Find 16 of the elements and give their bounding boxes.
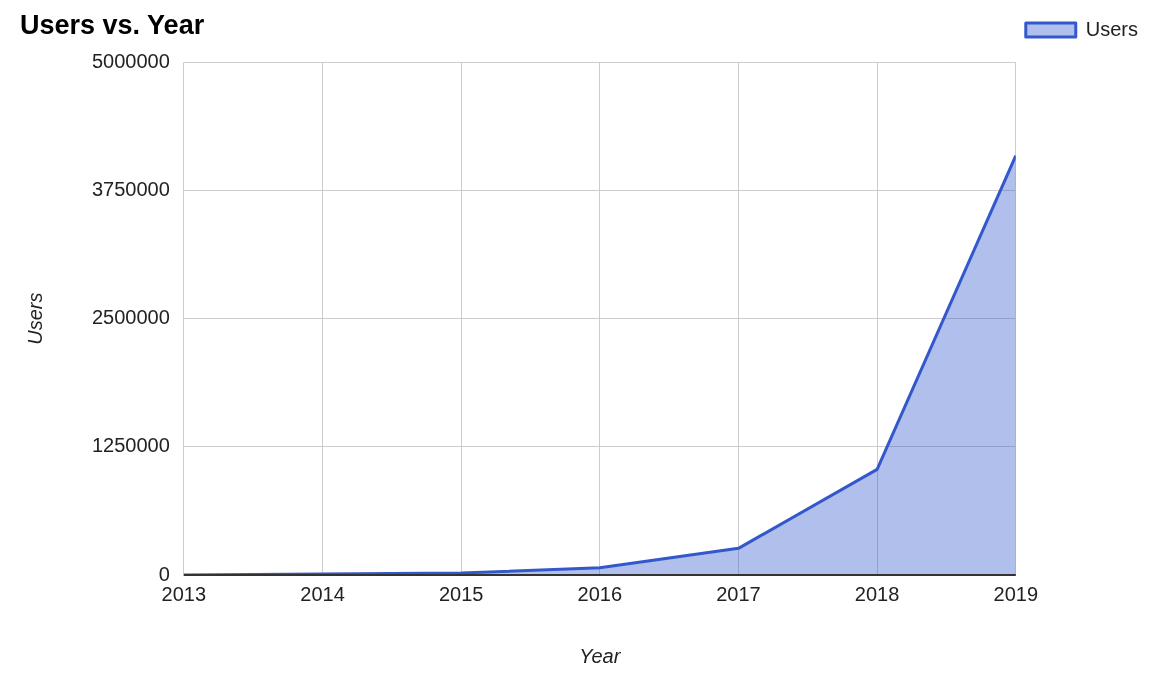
x-axis-title: Year <box>579 644 622 667</box>
chart-title: Users vs. Year <box>20 9 205 40</box>
y-axis-title: Users <box>23 292 46 345</box>
y-tick-label: 3750000 <box>91 178 170 201</box>
x-tick-label: 2015 <box>438 582 484 605</box>
y-tick-label: 1250000 <box>91 434 170 457</box>
legend-label: Users <box>1085 17 1139 40</box>
x-tick-label: 2013 <box>161 582 207 605</box>
x-tick-label: 2018 <box>854 582 900 605</box>
x-tick-label: 2014 <box>300 582 345 605</box>
x-tick-label: 2016 <box>577 582 623 605</box>
x-tick-label: 2017 <box>716 582 761 605</box>
y-tick-label: 5000000 <box>91 49 170 72</box>
y-tick-label: 2500000 <box>91 306 170 329</box>
x-tick-label: 2019 <box>993 582 1039 605</box>
y-tick-label: 0 <box>158 562 170 585</box>
